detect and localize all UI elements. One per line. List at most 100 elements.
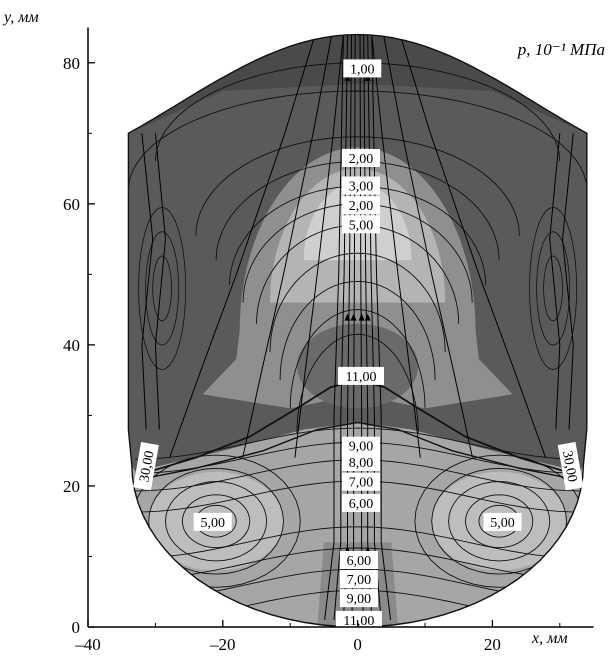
y-tick-label: 40: [63, 336, 80, 355]
stream-diverge-2: [294, 34, 344, 458]
y-axis-label: y, мм: [2, 9, 39, 26]
contour-label-text: 9,00: [347, 592, 372, 607]
contour-upper-1: [128, 90, 587, 190]
y-tick-label: 20: [63, 477, 80, 496]
y-tick-label: 60: [63, 195, 80, 214]
contour-label-box: [342, 436, 380, 455]
contour-label-box: [342, 493, 380, 512]
x-axis-label: x, мм: [531, 630, 568, 647]
y-tick-label: 0: [72, 618, 81, 637]
contour-label-box: [342, 176, 380, 195]
stream-diverge-0: [169, 34, 316, 458]
axes: –40 –20 0 20 0 20 40 60 80: [63, 27, 594, 654]
stream-arrow: [344, 313, 351, 321]
contour-label-box: [557, 441, 584, 491]
contour-label: 5,00: [342, 215, 380, 234]
stream-wall-0: [141, 133, 154, 430]
domain-outline: [127, 33, 588, 628]
contour-fill-regions: [128, 34, 587, 628]
contour-label-text: 5,00: [490, 516, 515, 531]
contour-label-text: 6,00: [349, 497, 374, 512]
side-pocket-right-1: [536, 231, 570, 346]
x-tick-label: 0: [353, 635, 362, 654]
contour-label: 2,00: [342, 149, 380, 167]
contour-label-text: 11,00: [343, 614, 374, 629]
contour-upper-7: [269, 252, 446, 352]
contour-label-text: 1,00: [350, 62, 375, 77]
contour-label: 5,00: [483, 512, 522, 531]
region-center-core: [296, 323, 419, 409]
stream-arrow: [358, 313, 365, 321]
stream-diverge-5: [399, 34, 547, 458]
side-pocket-left-1: [145, 231, 180, 346]
contour-label-text: 2,00: [349, 199, 374, 214]
stream-central-0: [324, 34, 344, 620]
contour-label: 11,00: [338, 366, 384, 385]
stream-arrow: [350, 313, 357, 321]
x-tick-label: 20: [484, 635, 501, 654]
contour-label-box: [339, 551, 378, 569]
contour-label-box: [483, 512, 522, 531]
contour-label: 7,00: [339, 570, 378, 588]
contour-label-text: 6,00: [347, 554, 372, 569]
contour-label-text: 3,00: [349, 180, 374, 195]
contour-label: 3,00: [342, 176, 380, 195]
contour-label: 8,00: [342, 453, 380, 471]
contour-label-box: [338, 366, 384, 385]
contour-label-box: [342, 196, 380, 215]
contour-label: 2,00: [342, 196, 380, 215]
contour-labels: 1,002,003,002,005,0011,009,008,007,006,0…: [133, 59, 584, 629]
contour-label-text: 30,00: [559, 450, 579, 484]
divider-right-2: [357, 421, 574, 480]
contour-label-box: [342, 149, 380, 167]
vortex-ring-left-3: [148, 467, 284, 575]
contour-label-box: [342, 215, 380, 234]
vortex-ring-right-1: [464, 494, 534, 549]
stream-arrow: [364, 313, 371, 321]
contour-upper-2: [195, 136, 520, 236]
contour-label: 30,00: [557, 441, 584, 491]
contour-upper-9: [289, 309, 426, 409]
contour-lower-4: [135, 526, 581, 559]
contour-label-box: [343, 59, 382, 78]
contour-label-box: [193, 512, 232, 531]
contour-label-text: 9,00: [349, 440, 374, 455]
contour-label: 7,00: [342, 472, 380, 491]
contour-label-text: 5,00: [200, 516, 225, 531]
contour-label: 1,00: [343, 59, 382, 78]
contour-label-text: 5,00: [349, 218, 374, 233]
contour-label: 6,00: [339, 551, 378, 569]
stream-diverge-3: [371, 34, 421, 458]
contour-label-text: 30,00: [137, 450, 157, 484]
y-tick-label: 80: [63, 54, 80, 73]
side-pocket-left-2: [138, 206, 187, 371]
contour-lower-0: [135, 427, 581, 460]
contour-label: 9,00: [339, 589, 378, 608]
contour-label-box: [342, 453, 380, 471]
y-ticks: 0 20 40 60 80: [63, 54, 95, 637]
vortex-ring-left-1: [181, 494, 251, 549]
contour-label-box: [339, 589, 378, 608]
contour-label-box: [342, 472, 380, 491]
contour-label: 5,00: [193, 512, 232, 531]
contour-label-text: 2,00: [349, 152, 374, 167]
stream-wall-3: [561, 133, 574, 430]
stream-diverge-4: [383, 34, 473, 458]
contour-lower-5: [135, 547, 581, 580]
legend-title: p, 10⁻¹ МПа: [517, 40, 605, 59]
side-pocket-right-0: [543, 255, 563, 322]
contour-label-text: 7,00: [347, 573, 372, 588]
divider-left-2: [141, 421, 358, 480]
contour-label: 11,00: [335, 610, 382, 629]
contour-label-box: [133, 441, 159, 491]
contour-label-text: 7,00: [349, 476, 374, 491]
vortex-ring-right-0: [478, 504, 520, 538]
x-ticks: –40 –20 0 20: [74, 620, 561, 654]
vortex-ring-right-2: [448, 481, 551, 562]
contour-label: 6,00: [342, 493, 380, 512]
contour-label-box: [335, 610, 382, 629]
contour-label: 9,00: [342, 436, 380, 455]
contour-upper-10: [296, 333, 419, 434]
contour-label-box: [339, 570, 378, 588]
